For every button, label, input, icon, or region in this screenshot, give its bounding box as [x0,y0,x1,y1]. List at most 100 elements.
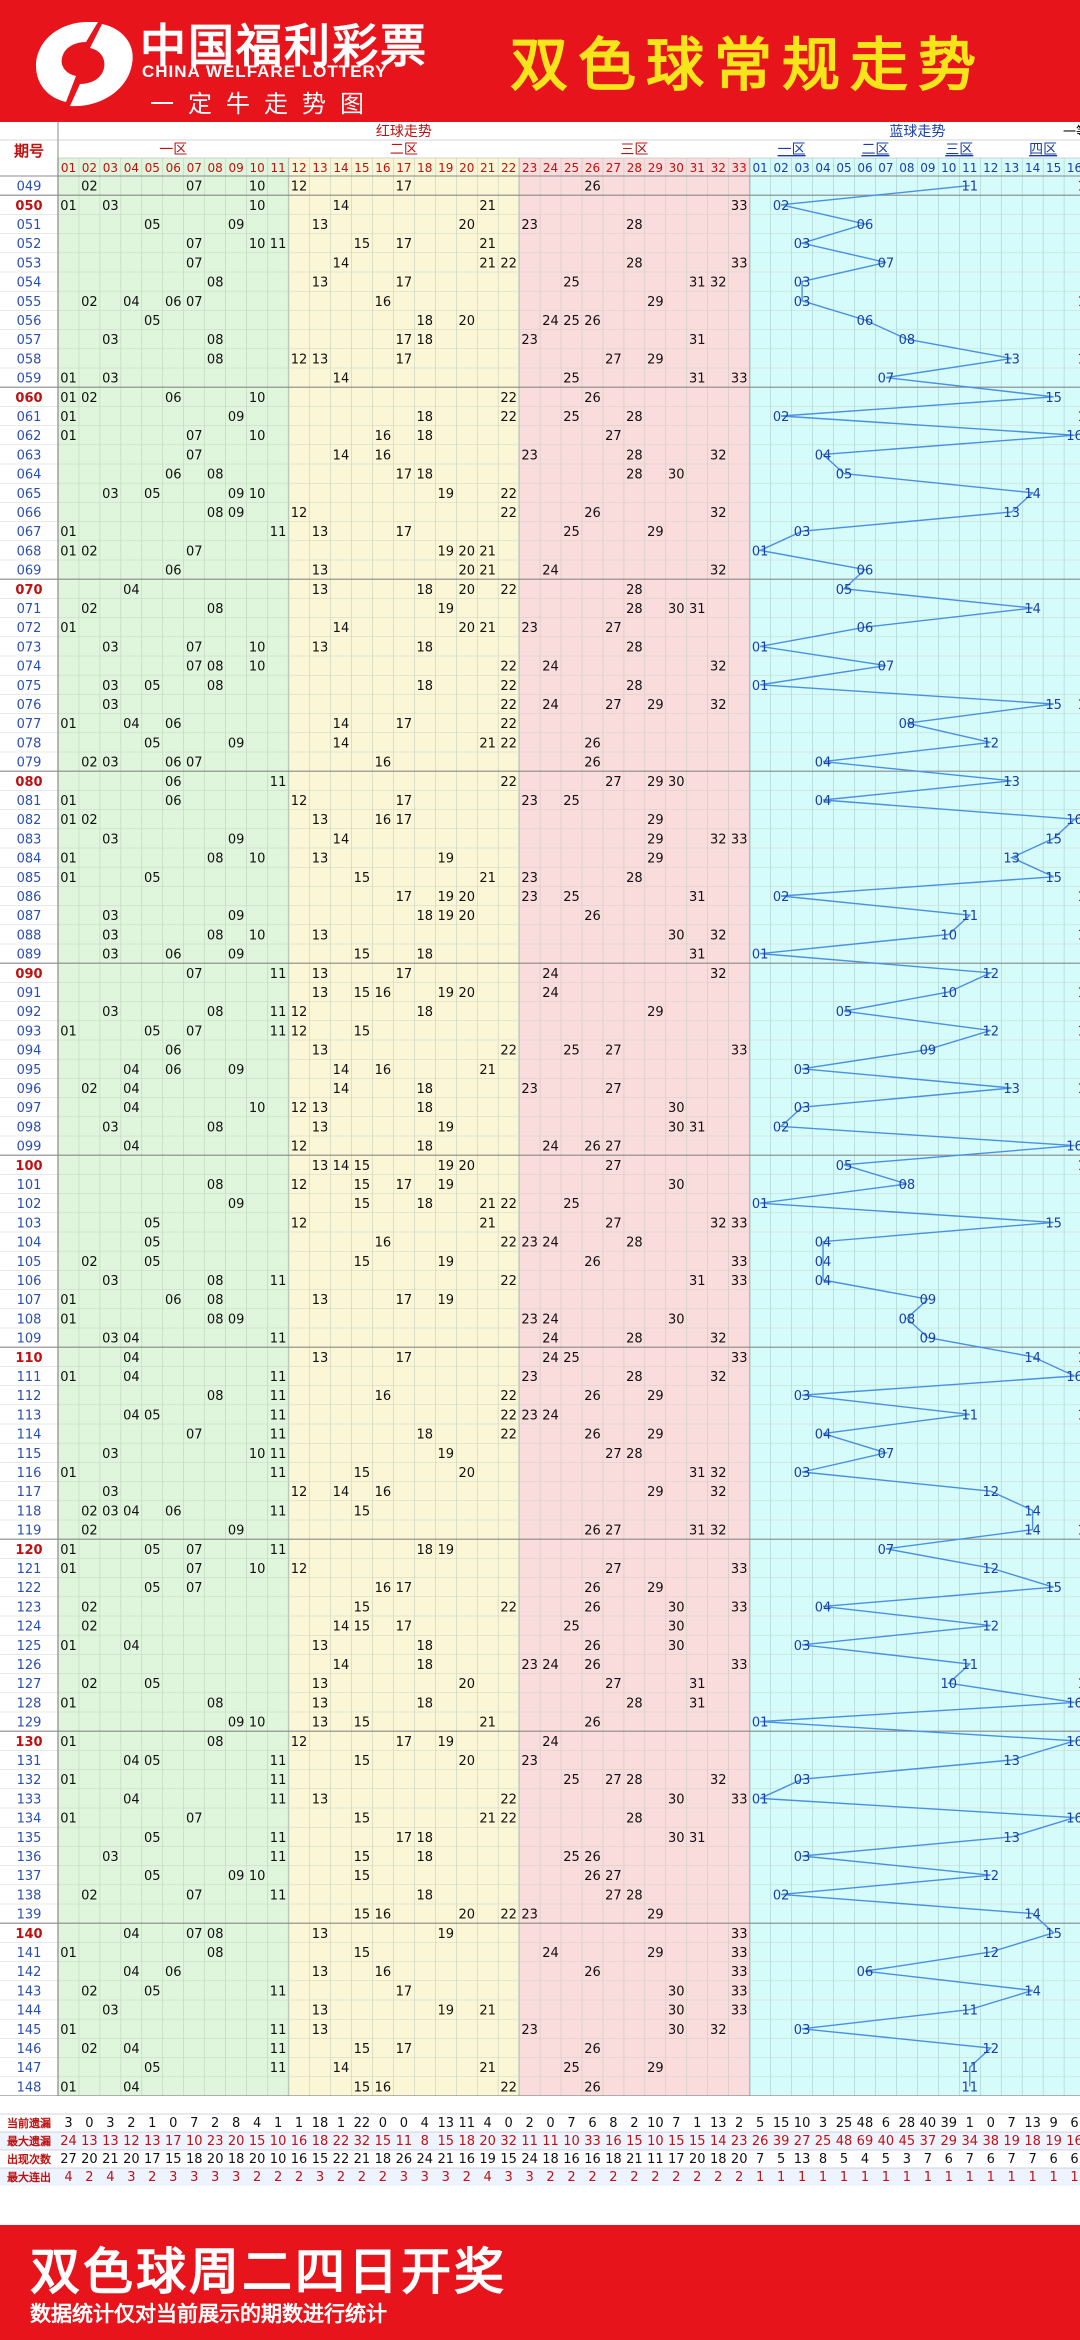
blue-ball: 01 [752,679,769,694]
prize-amount: 1000 [1077,295,1080,310]
blue-ball: 09 [920,1332,937,1347]
red-ball: 04 [123,1082,140,1097]
blue-ball: 13 [1003,352,1020,367]
stat-red-value: 15 [249,2134,266,2149]
red-ball: 30 [668,1178,685,1193]
stat-red-value: 12 [123,2134,140,2149]
red-ball: 22 [500,391,517,406]
red-ball: 33 [731,1216,748,1231]
period-cell: 062 [17,429,42,444]
red-col-number: 31 [690,161,705,175]
stat-red-value: 18 [186,2152,203,2167]
red-ball: 16 [375,1236,392,1251]
red-ball: 01 [60,1812,77,1827]
red-ball: 04 [123,717,140,732]
red-ball: 20 [458,621,475,636]
red-ball: 14 [333,1485,350,1500]
red-ball: 11 [270,1389,287,1404]
blue-ball: 08 [899,333,916,348]
red-ball: 10 [249,928,266,943]
red-ball: 03 [102,487,119,502]
red-ball: 31 [689,1696,706,1711]
red-ball: 08 [207,352,224,367]
red-ball: 33 [731,1255,748,1270]
period-cell: 078 [17,736,42,751]
blue-ball: 08 [899,717,916,732]
red-ball: 01 [60,2023,77,2038]
red-ball: 13 [312,2023,329,2038]
stat-blue-value: 1 [966,2170,974,2185]
stat-red-value: 3 [190,2170,198,2185]
red-ball: 04 [123,1370,140,1385]
period-cell: 111 [17,1370,42,1385]
red-zone3-bg [519,158,750,2096]
stat-blue-value: 13 [794,2152,811,2167]
red-ball: 20 [458,544,475,559]
red-ball: 22 [500,1197,517,1212]
red-ball: 33 [731,1984,748,1999]
red-ball: 15 [354,948,371,963]
red-ball: 25 [563,314,580,329]
red-ball: 01 [60,199,77,214]
red-ball: 22 [500,1600,517,1615]
stat-red-value: 20 [731,2152,748,2167]
blue-ball: 03 [794,1389,811,1404]
period-cell: 143 [17,1984,42,1999]
period-cell: 053 [17,256,42,271]
red-ball: 28 [626,602,643,617]
prize-amount: 1000 [1077,1408,1080,1423]
blue-ball: 05 [836,1005,853,1020]
red-col-number: 07 [187,161,202,175]
red-ball: 21 [479,621,496,636]
red-ball: 21 [479,1716,496,1731]
stat-red-value: 7 [190,2116,198,2131]
red-ball: 27 [605,1562,622,1577]
blue-ball: 15 [1045,871,1062,886]
red-col-number: 24 [543,161,558,175]
red-ball: 18 [417,1888,434,1903]
red-ball: 04 [123,1063,140,1078]
period-cell: 106 [17,1274,42,1289]
red-ball: 03 [102,640,119,655]
red-ball: 07 [186,237,203,252]
red-ball: 03 [102,1504,119,1519]
red-ball: 09 [228,487,245,502]
red-ball: 18 [417,314,434,329]
period-cell: 118 [17,1504,42,1519]
stat-red-value: 0 [379,2116,387,2131]
red-col-number: 09 [229,161,244,175]
red-ball: 01 [60,621,77,636]
red-ball: 17 [396,794,413,809]
blue-ball: 09 [920,1044,937,1059]
red-ball: 07 [186,180,203,195]
red-ball: 05 [144,736,161,751]
red-ball: 08 [207,333,224,348]
red-ball: 11 [270,2042,287,2057]
red-ball: 04 [123,1140,140,1155]
red-ball: 16 [375,813,392,828]
red-ball: 22 [500,2080,517,2095]
red-ball: 31 [689,948,706,963]
red-col-number: 26 [585,161,600,175]
red-ball: 20 [458,1466,475,1481]
red-ball: 30 [668,1792,685,1807]
red-ball: 15 [354,1255,371,1270]
red-ball: 05 [144,1984,161,1999]
red-ball: 01 [60,852,77,867]
stat-red-value: 2 [672,2170,680,2185]
red-ball: 10 [249,487,266,502]
stat-red-value: 17 [144,2152,161,2167]
red-ball: 21 [479,1812,496,1827]
red-ball: 33 [731,832,748,847]
red-ball: 12 [291,1216,308,1231]
red-ball: 08 [207,1946,224,1961]
red-ball: 19 [437,1255,454,1270]
red-ball: 04 [123,1927,140,1942]
stat-red-value: 16 [584,2152,601,2167]
stat-label: 最大连出 [7,2170,51,2184]
period-cell: 095 [17,1063,42,1078]
stats-note: 数据统计仅对当前展示的期数进行统计 [30,2302,387,2326]
red-ball: 17 [396,1735,413,1750]
red-ball: 02 [81,180,98,195]
red-ball: 30 [668,1831,685,1846]
